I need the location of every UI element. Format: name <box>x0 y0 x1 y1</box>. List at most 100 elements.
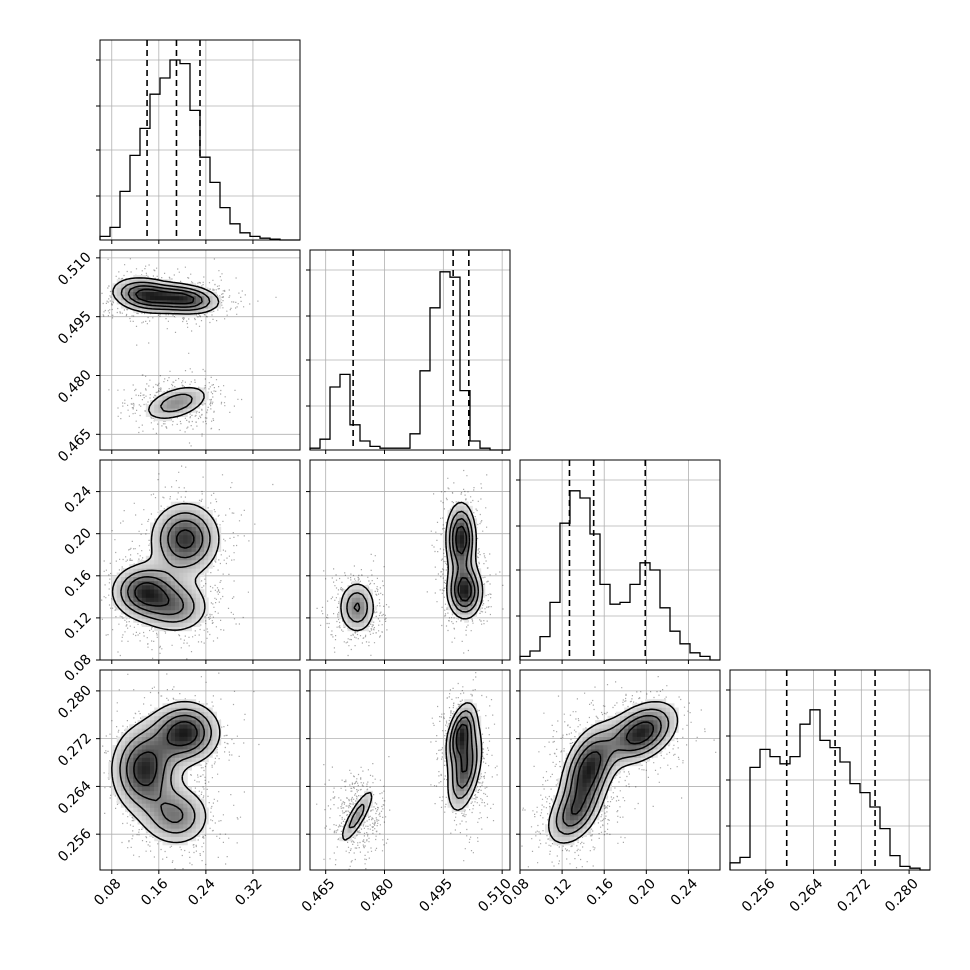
density-cell <box>170 593 176 598</box>
density-cell <box>112 585 117 590</box>
contour-line <box>125 714 205 824</box>
density-cell <box>150 605 155 611</box>
density-cell <box>195 589 201 594</box>
density-cell <box>133 757 138 762</box>
density-cell <box>549 836 554 842</box>
density-cell <box>595 749 600 754</box>
density-cell <box>158 576 163 582</box>
density-cell <box>460 711 465 717</box>
density-cell <box>183 283 188 288</box>
density-cell <box>460 589 465 594</box>
density-cell <box>166 589 172 594</box>
density-cell <box>200 287 205 292</box>
density-cell <box>447 560 452 565</box>
density-cell <box>195 576 201 582</box>
density-cell <box>216 547 222 552</box>
density-cell <box>191 564 197 569</box>
density-cell <box>137 795 142 800</box>
density-cell <box>179 572 184 577</box>
density-cell <box>137 568 142 573</box>
density-cell <box>150 404 155 409</box>
density-cell <box>570 790 575 796</box>
density-cell <box>195 757 201 762</box>
density-cell <box>145 757 151 762</box>
density-cell <box>574 757 579 762</box>
density-cell <box>670 724 675 729</box>
density-cell <box>175 551 180 557</box>
density-cell <box>125 593 130 598</box>
density-cell <box>158 560 163 565</box>
density-cell <box>108 770 113 775</box>
contour-line <box>133 720 198 787</box>
density-cell <box>636 724 642 729</box>
density-cell <box>595 790 600 796</box>
density-cell <box>586 757 592 762</box>
density-cell <box>116 589 122 594</box>
density-cell <box>137 799 142 804</box>
density-cell <box>179 811 184 817</box>
density-cell <box>125 740 130 746</box>
density-cell <box>120 757 126 762</box>
density-cell <box>183 778 188 783</box>
density-cell <box>145 786 151 792</box>
density-cell <box>120 740 126 746</box>
density-cell <box>170 732 176 737</box>
density-cell <box>158 782 163 787</box>
density-cell <box>183 605 188 611</box>
x-tick-label: 0.280 <box>882 876 922 916</box>
density-cell <box>145 815 151 821</box>
density-cell <box>158 589 163 594</box>
density-cell <box>545 828 550 833</box>
density-cell <box>179 526 184 532</box>
density-cell <box>200 807 205 812</box>
density-cell <box>145 412 151 417</box>
density-cell <box>578 732 583 737</box>
x-tick-label: 0.495 <box>416 876 456 916</box>
density-cell <box>447 572 452 577</box>
density-cell <box>468 505 473 511</box>
density-cell <box>191 408 197 413</box>
density-cell <box>476 757 482 762</box>
density-cell <box>129 807 134 812</box>
density-cell <box>582 774 587 779</box>
density-cell <box>162 614 167 619</box>
density-cell <box>187 589 192 594</box>
density-cell <box>162 820 167 825</box>
density-cell <box>212 732 217 737</box>
panel-ticks <box>96 257 254 454</box>
density-cell <box>443 753 448 758</box>
density-cell <box>468 539 473 544</box>
density-cell <box>460 720 465 725</box>
density-cell <box>649 728 654 733</box>
density-cell <box>179 774 184 779</box>
density-cell <box>183 601 188 607</box>
density-cell <box>187 724 192 729</box>
density-cell <box>170 740 176 746</box>
density-cell <box>141 732 147 737</box>
density-cell <box>200 291 205 297</box>
density-cell <box>195 543 201 548</box>
density-cell <box>640 703 646 708</box>
density-cell <box>460 547 465 552</box>
density-cell <box>455 786 461 792</box>
density-cell <box>158 593 163 598</box>
density-cell <box>620 753 625 758</box>
density-cell <box>204 543 209 548</box>
density-cell <box>162 840 167 846</box>
density-cell <box>599 740 604 746</box>
density-panel-1-3 <box>99 459 301 661</box>
density-cell <box>158 518 163 523</box>
density-cell <box>200 618 205 623</box>
density-cell <box>170 300 176 305</box>
density-cell <box>595 761 600 767</box>
density-cell <box>460 790 465 796</box>
density-cell <box>451 518 457 523</box>
density-cell <box>175 770 180 775</box>
density-cell <box>586 799 592 804</box>
density-cell <box>179 564 184 569</box>
density-cell <box>640 749 646 754</box>
density-cell <box>133 580 138 586</box>
density-cell <box>595 803 600 808</box>
density-cell <box>590 815 596 821</box>
density-cell <box>183 395 188 401</box>
